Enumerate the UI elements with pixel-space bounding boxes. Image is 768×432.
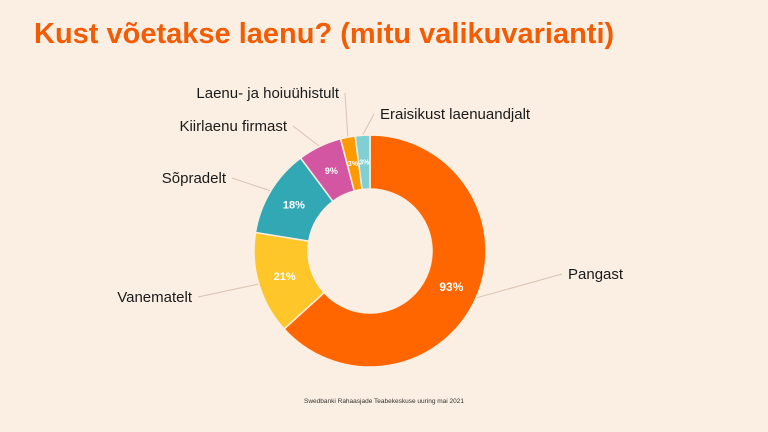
value-label-pangast: 93% bbox=[439, 280, 463, 294]
category-label-vanematelt: Vanematelt bbox=[117, 289, 193, 306]
slice-pangast bbox=[283, 134, 487, 368]
value-label-laenu-ja-hoiuuhistult: 3% bbox=[348, 161, 359, 168]
slice-eraisikust-laenuandjalt bbox=[354, 134, 371, 191]
category-label-sopradelt: Sõpradelt bbox=[162, 170, 227, 187]
value-label-vanematelt: 21% bbox=[274, 271, 296, 283]
category-label-laenu-ja-hoiuuhistult: Laenu- ja hoiuühistult bbox=[196, 85, 339, 102]
leader-lines bbox=[197, 92, 563, 299]
category-label-eraisikust-laenuandjalt: Eraisikust laenuandjalt bbox=[380, 106, 531, 123]
source-note: Swedbanki Rahaasjade Teabekeskuse uuring… bbox=[304, 398, 464, 405]
value-label-sopradelt: 18% bbox=[283, 200, 305, 212]
leader-line-vanematelt bbox=[197, 283, 259, 298]
chart-title: Kust võetakse laenu? (mitu valikuvariant… bbox=[34, 18, 615, 50]
leader-line-sopradelt bbox=[231, 177, 271, 192]
category-label-kiirlaenu-firmast: Kiirlaenu firmast bbox=[179, 118, 287, 135]
donut-slices bbox=[253, 134, 487, 368]
category-label-pangast: Pangast bbox=[568, 266, 624, 283]
value-label-eraisikust-laenuandjalt: 3% bbox=[359, 160, 370, 167]
leader-line-laenu-ja-hoiuuhistult bbox=[344, 92, 349, 138]
value-label-kiirlaenu-firmast: 9% bbox=[325, 166, 338, 176]
category-labels: Pangast Vanematelt Sõpradelt Kiirlaenu firm… bbox=[117, 85, 624, 306]
value-labels: 93% 21% 18% 9% 3% 3% bbox=[274, 160, 464, 295]
leader-line-eraisikust-laenuandjalt bbox=[362, 113, 375, 136]
leader-line-pangast bbox=[475, 273, 563, 299]
leader-line-kiirlaenu-firmast bbox=[292, 125, 320, 147]
